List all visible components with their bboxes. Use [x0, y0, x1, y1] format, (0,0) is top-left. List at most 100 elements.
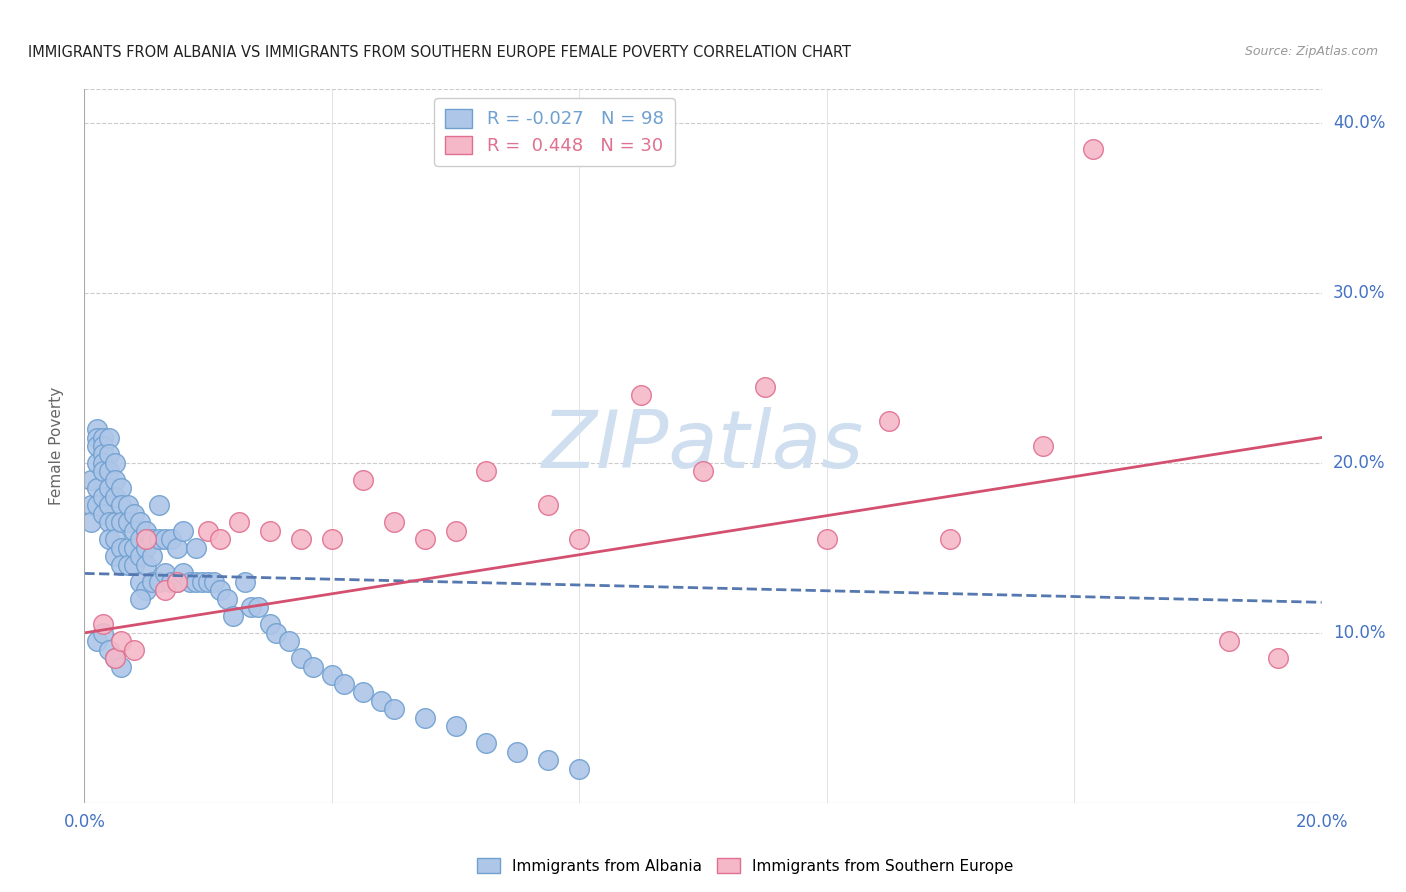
- Point: [246, 600, 269, 615]
- Text: 30.0%: 30.0%: [1333, 284, 1385, 302]
- Point: [98, 465, 121, 479]
- Point: [141, 574, 163, 589]
- Point: [630, 388, 652, 402]
- Point: [91, 439, 114, 453]
- Point: [129, 591, 152, 606]
- Point: [86, 456, 108, 470]
- Point: [104, 473, 127, 487]
- Point: [122, 524, 145, 538]
- Point: [209, 533, 232, 547]
- Point: [333, 677, 356, 691]
- Point: [877, 413, 900, 427]
- Point: [79, 499, 101, 513]
- Point: [1218, 634, 1240, 648]
- Point: [91, 507, 114, 521]
- Point: [166, 541, 188, 555]
- Point: [172, 566, 194, 581]
- Point: [110, 541, 132, 555]
- Point: [413, 711, 436, 725]
- Text: 20.0%: 20.0%: [1333, 454, 1385, 472]
- Point: [537, 753, 560, 767]
- Point: [110, 558, 132, 572]
- Point: [148, 574, 170, 589]
- Point: [277, 634, 299, 648]
- Point: [179, 574, 201, 589]
- Point: [290, 651, 312, 665]
- Point: [135, 533, 157, 547]
- Point: [815, 533, 838, 547]
- Point: [197, 574, 219, 589]
- Text: IMMIGRANTS FROM ALBANIA VS IMMIGRANTS FROM SOUTHERN EUROPE FEMALE POVERTY CORREL: IMMIGRANTS FROM ALBANIA VS IMMIGRANTS FR…: [28, 45, 851, 60]
- Point: [98, 533, 121, 547]
- Point: [98, 430, 121, 444]
- Point: [215, 591, 238, 606]
- Point: [1267, 651, 1289, 665]
- Point: [259, 617, 281, 632]
- Point: [1081, 142, 1104, 156]
- Point: [290, 533, 312, 547]
- Point: [122, 507, 145, 521]
- Point: [135, 524, 157, 538]
- Point: [352, 685, 374, 699]
- Point: [98, 448, 121, 462]
- Point: [91, 626, 114, 640]
- Point: [117, 516, 139, 530]
- Point: [110, 634, 132, 648]
- Point: [302, 660, 325, 674]
- Text: 10.0%: 10.0%: [1333, 624, 1385, 642]
- Point: [259, 524, 281, 538]
- Point: [91, 448, 114, 462]
- Point: [444, 719, 467, 733]
- Text: Source: ZipAtlas.com: Source: ZipAtlas.com: [1244, 45, 1378, 58]
- Point: [98, 643, 121, 657]
- Point: [91, 617, 114, 632]
- Point: [91, 465, 114, 479]
- Point: [110, 482, 132, 496]
- Point: [475, 736, 498, 750]
- Point: [110, 499, 132, 513]
- Point: [86, 634, 108, 648]
- Point: [939, 533, 962, 547]
- Point: [568, 533, 591, 547]
- Point: [568, 762, 591, 776]
- Point: [129, 516, 152, 530]
- Point: [1032, 439, 1054, 453]
- Point: [91, 456, 114, 470]
- Point: [104, 651, 127, 665]
- Point: [86, 439, 108, 453]
- Point: [104, 651, 127, 665]
- Point: [160, 533, 183, 547]
- Text: 40.0%: 40.0%: [1333, 114, 1385, 132]
- Text: ZIPatlas: ZIPatlas: [541, 407, 865, 485]
- Point: [135, 558, 157, 572]
- Point: [444, 524, 467, 538]
- Point: [110, 516, 132, 530]
- Legend: Immigrants from Albania, Immigrants from Southern Europe: Immigrants from Albania, Immigrants from…: [471, 852, 1019, 880]
- Point: [352, 473, 374, 487]
- Point: [122, 541, 145, 555]
- Point: [184, 574, 207, 589]
- Point: [117, 558, 139, 572]
- Point: [122, 558, 145, 572]
- Point: [321, 668, 343, 682]
- Point: [86, 430, 108, 444]
- Point: [79, 516, 101, 530]
- Point: [166, 574, 188, 589]
- Point: [91, 430, 114, 444]
- Point: [104, 490, 127, 504]
- Point: [222, 608, 245, 623]
- Legend: R = -0.027   N = 98, R =  0.448   N = 30: R = -0.027 N = 98, R = 0.448 N = 30: [434, 98, 675, 166]
- Point: [228, 516, 250, 530]
- Point: [172, 524, 194, 538]
- Point: [141, 533, 163, 547]
- Point: [475, 465, 498, 479]
- Point: [537, 499, 560, 513]
- Point: [160, 574, 183, 589]
- Point: [117, 541, 139, 555]
- Point: [86, 422, 108, 436]
- Point: [98, 516, 121, 530]
- Point: [370, 694, 392, 708]
- Point: [166, 574, 188, 589]
- Point: [264, 626, 287, 640]
- Point: [91, 490, 114, 504]
